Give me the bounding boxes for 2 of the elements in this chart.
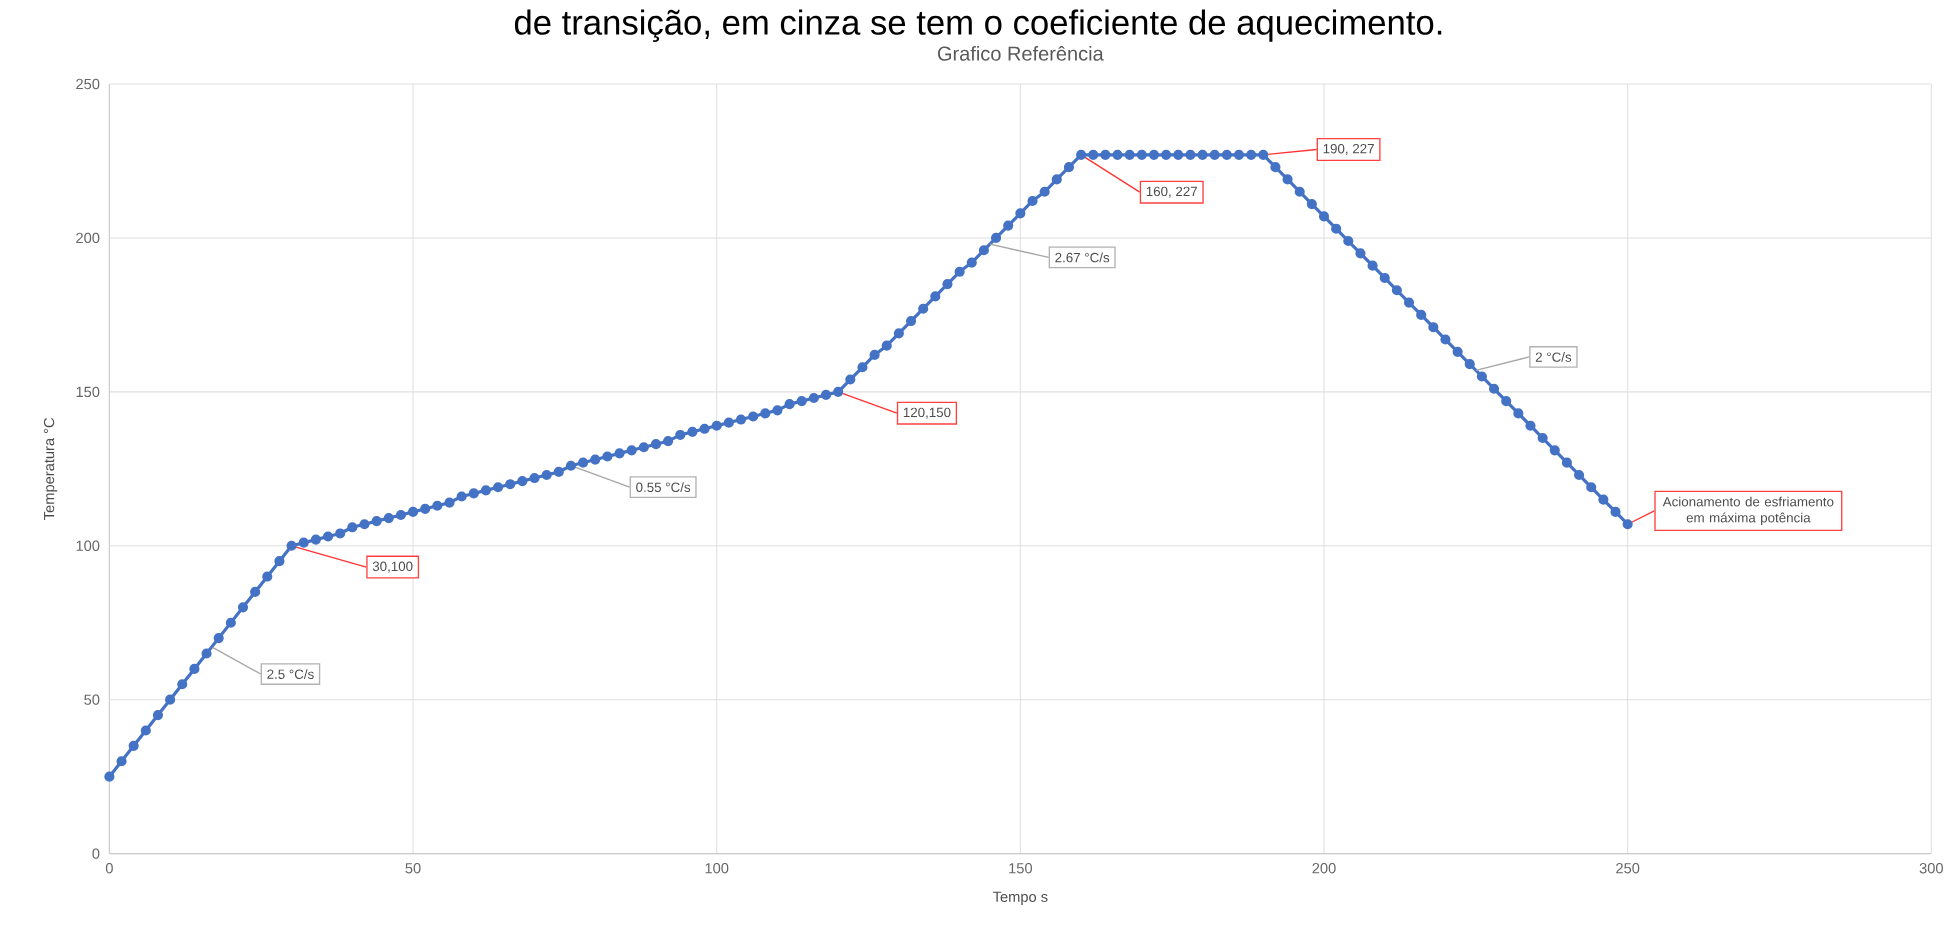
chart-title: Grafico Referência — [937, 46, 1104, 61]
text: de transição, em cinza se tem o coeficiente de aquecimento. — [514, 9, 1442, 43]
